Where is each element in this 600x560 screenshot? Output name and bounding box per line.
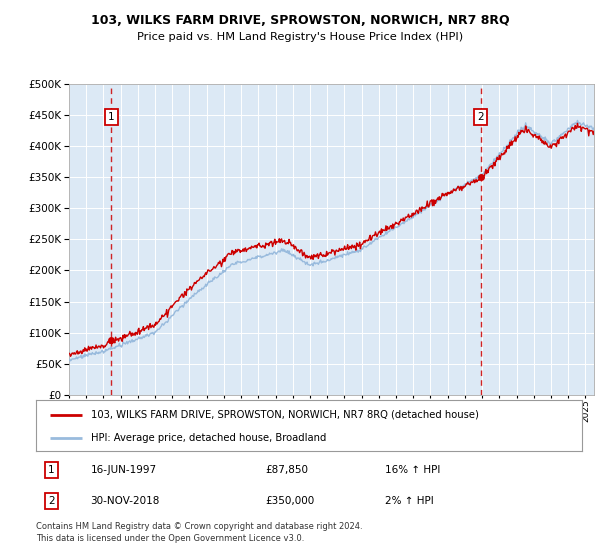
Text: Contains HM Land Registry data © Crown copyright and database right 2024.
This d: Contains HM Land Registry data © Crown c… [36, 522, 362, 543]
Text: HPI: Average price, detached house, Broadland: HPI: Average price, detached house, Broa… [91, 433, 326, 443]
Text: 2: 2 [48, 496, 55, 506]
Text: 1: 1 [48, 465, 55, 475]
Text: Price paid vs. HM Land Registry's House Price Index (HPI): Price paid vs. HM Land Registry's House … [137, 32, 463, 42]
Text: £350,000: £350,000 [265, 496, 314, 506]
Text: £87,850: £87,850 [265, 465, 308, 475]
Text: 103, WILKS FARM DRIVE, SPROWSTON, NORWICH, NR7 8RQ (detached house): 103, WILKS FARM DRIVE, SPROWSTON, NORWIC… [91, 409, 478, 419]
Text: 2% ↑ HPI: 2% ↑ HPI [385, 496, 434, 506]
Text: 1: 1 [108, 111, 115, 122]
Text: 2: 2 [478, 111, 484, 122]
Text: 16% ↑ HPI: 16% ↑ HPI [385, 465, 441, 475]
Text: 16-JUN-1997: 16-JUN-1997 [91, 465, 157, 475]
Text: 103, WILKS FARM DRIVE, SPROWSTON, NORWICH, NR7 8RQ: 103, WILKS FARM DRIVE, SPROWSTON, NORWIC… [91, 14, 509, 27]
Text: 30-NOV-2018: 30-NOV-2018 [91, 496, 160, 506]
